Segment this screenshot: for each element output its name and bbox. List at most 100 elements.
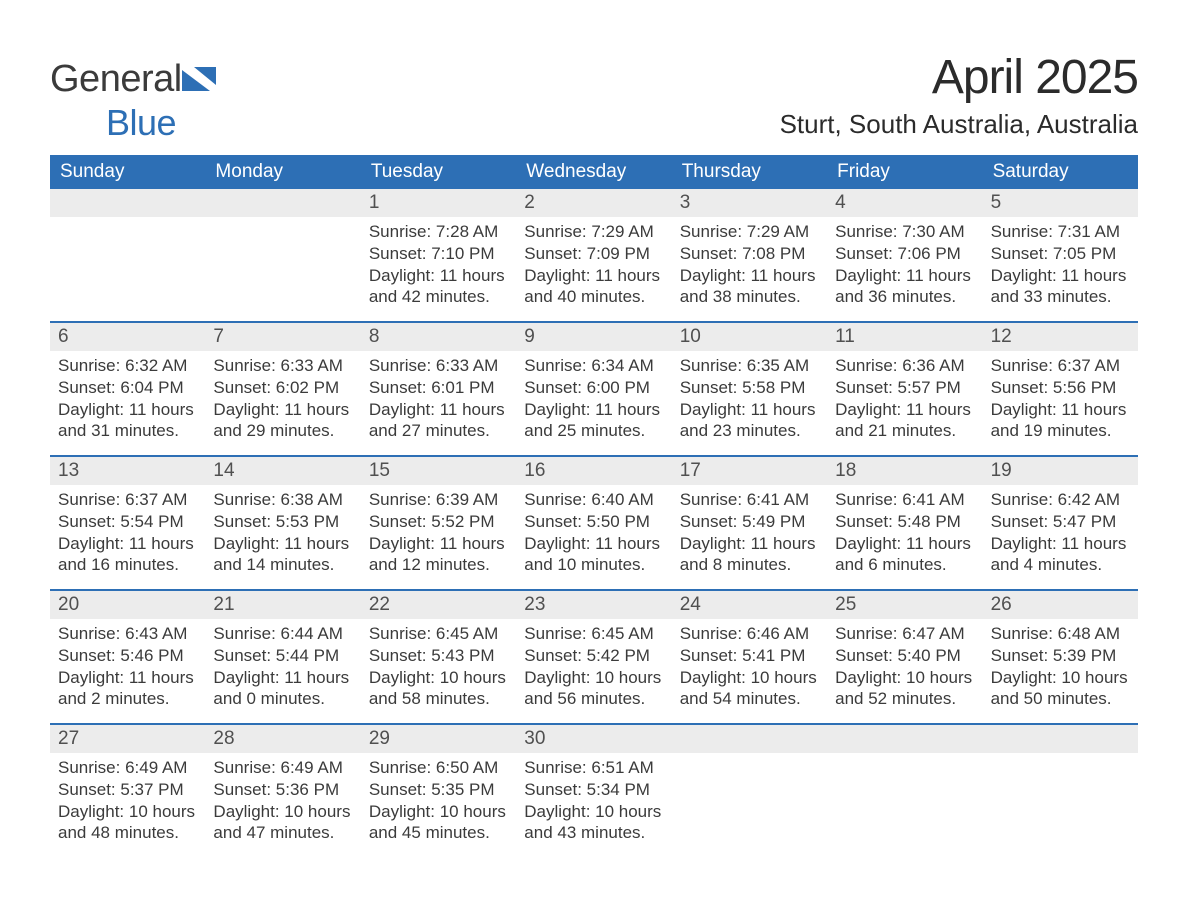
sunrise-text: Sunrise: 6:47 AM: [835, 623, 974, 645]
day-cell: 25Sunrise: 6:47 AMSunset: 5:40 PMDayligh…: [827, 591, 982, 723]
day-cell: 14Sunrise: 6:38 AMSunset: 5:53 PMDayligh…: [205, 457, 360, 589]
day-cell: 28Sunrise: 6:49 AMSunset: 5:36 PMDayligh…: [205, 725, 360, 857]
daylight-text: Daylight: 11 hours and 4 minutes.: [991, 533, 1130, 577]
daylight-text: Daylight: 10 hours and 45 minutes.: [369, 801, 508, 845]
day-number: 25: [827, 591, 982, 619]
day-cell: 29Sunrise: 6:50 AMSunset: 5:35 PMDayligh…: [361, 725, 516, 857]
sunrise-text: Sunrise: 6:41 AM: [835, 489, 974, 511]
sunset-text: Sunset: 6:00 PM: [524, 377, 663, 399]
day-cell: 8Sunrise: 6:33 AMSunset: 6:01 PMDaylight…: [361, 323, 516, 455]
day-number: 22: [361, 591, 516, 619]
daylight-text: Daylight: 11 hours and 6 minutes.: [835, 533, 974, 577]
day-number: 30: [516, 725, 671, 753]
day-cell: 11Sunrise: 6:36 AMSunset: 5:57 PMDayligh…: [827, 323, 982, 455]
sunrise-text: Sunrise: 7:30 AM: [835, 221, 974, 243]
day-body: Sunrise: 6:44 AMSunset: 5:44 PMDaylight:…: [205, 619, 360, 710]
sunrise-text: Sunrise: 6:46 AM: [680, 623, 819, 645]
day-body: Sunrise: 6:43 AMSunset: 5:46 PMDaylight:…: [50, 619, 205, 710]
day-body: Sunrise: 7:29 AMSunset: 7:08 PMDaylight:…: [672, 217, 827, 308]
daylight-text: Daylight: 11 hours and 21 minutes.: [835, 399, 974, 443]
day-number: 29: [361, 725, 516, 753]
day-number: 19: [983, 457, 1138, 485]
sunset-text: Sunset: 7:05 PM: [991, 243, 1130, 265]
calendar: SundayMondayTuesdayWednesdayThursdayFrid…: [50, 155, 1138, 857]
day-number: 23: [516, 591, 671, 619]
daylight-text: Daylight: 10 hours and 48 minutes.: [58, 801, 197, 845]
day-number: [672, 725, 827, 753]
daylight-text: Daylight: 11 hours and 29 minutes.: [213, 399, 352, 443]
sunrise-text: Sunrise: 6:43 AM: [58, 623, 197, 645]
sunset-text: Sunset: 5:50 PM: [524, 511, 663, 533]
sunset-text: Sunset: 5:56 PM: [991, 377, 1130, 399]
logo-text: General Blue: [50, 60, 216, 141]
daylight-text: Daylight: 11 hours and 25 minutes.: [524, 399, 663, 443]
weekday-header-cell: Thursday: [672, 155, 827, 189]
logo: General Blue: [50, 60, 216, 141]
day-body: Sunrise: 7:31 AMSunset: 7:05 PMDaylight:…: [983, 217, 1138, 308]
day-body: Sunrise: 6:32 AMSunset: 6:04 PMDaylight:…: [50, 351, 205, 442]
day-number: 27: [50, 725, 205, 753]
sunset-text: Sunset: 5:58 PM: [680, 377, 819, 399]
sunset-text: Sunset: 5:46 PM: [58, 645, 197, 667]
weeks-container: 1Sunrise: 7:28 AMSunset: 7:10 PMDaylight…: [50, 189, 1138, 857]
day-number: 1: [361, 189, 516, 217]
day-number: [50, 189, 205, 217]
daylight-text: Daylight: 11 hours and 2 minutes.: [58, 667, 197, 711]
daylight-text: Daylight: 10 hours and 43 minutes.: [524, 801, 663, 845]
sunrise-text: Sunrise: 6:51 AM: [524, 757, 663, 779]
sunset-text: Sunset: 6:01 PM: [369, 377, 508, 399]
daylight-text: Daylight: 11 hours and 38 minutes.: [680, 265, 819, 309]
day-number: [205, 189, 360, 217]
day-cell: 17Sunrise: 6:41 AMSunset: 5:49 PMDayligh…: [672, 457, 827, 589]
day-number: 26: [983, 591, 1138, 619]
day-body: Sunrise: 7:29 AMSunset: 7:09 PMDaylight:…: [516, 217, 671, 308]
daylight-text: Daylight: 11 hours and 33 minutes.: [991, 265, 1130, 309]
week-row: 27Sunrise: 6:49 AMSunset: 5:37 PMDayligh…: [50, 723, 1138, 857]
sunrise-text: Sunrise: 6:32 AM: [58, 355, 197, 377]
day-body: Sunrise: 6:35 AMSunset: 5:58 PMDaylight:…: [672, 351, 827, 442]
sunrise-text: Sunrise: 6:41 AM: [680, 489, 819, 511]
day-body: Sunrise: 7:30 AMSunset: 7:06 PMDaylight:…: [827, 217, 982, 308]
day-number: 16: [516, 457, 671, 485]
day-cell: 19Sunrise: 6:42 AMSunset: 5:47 PMDayligh…: [983, 457, 1138, 589]
day-number: [983, 725, 1138, 753]
day-number: 2: [516, 189, 671, 217]
day-number: 20: [50, 591, 205, 619]
weekday-header-cell: Monday: [205, 155, 360, 189]
daylight-text: Daylight: 11 hours and 8 minutes.: [680, 533, 819, 577]
sunrise-text: Sunrise: 7:31 AM: [991, 221, 1130, 243]
day-cell: 21Sunrise: 6:44 AMSunset: 5:44 PMDayligh…: [205, 591, 360, 723]
sunset-text: Sunset: 5:35 PM: [369, 779, 508, 801]
sunset-text: Sunset: 5:54 PM: [58, 511, 197, 533]
day-cell: 12Sunrise: 6:37 AMSunset: 5:56 PMDayligh…: [983, 323, 1138, 455]
daylight-text: Daylight: 11 hours and 31 minutes.: [58, 399, 197, 443]
day-cell: 6Sunrise: 6:32 AMSunset: 6:04 PMDaylight…: [50, 323, 205, 455]
day-cell: 4Sunrise: 7:30 AMSunset: 7:06 PMDaylight…: [827, 189, 982, 321]
sunrise-text: Sunrise: 7:28 AM: [369, 221, 508, 243]
day-number: 6: [50, 323, 205, 351]
sunset-text: Sunset: 6:02 PM: [213, 377, 352, 399]
sunrise-text: Sunrise: 6:34 AM: [524, 355, 663, 377]
daylight-text: Daylight: 10 hours and 58 minutes.: [369, 667, 508, 711]
day-cell: [983, 725, 1138, 857]
sunrise-text: Sunrise: 6:42 AM: [991, 489, 1130, 511]
day-body: Sunrise: 6:34 AMSunset: 6:00 PMDaylight:…: [516, 351, 671, 442]
sunrise-text: Sunrise: 6:45 AM: [524, 623, 663, 645]
daylight-text: Daylight: 11 hours and 16 minutes.: [58, 533, 197, 577]
daylight-text: Daylight: 10 hours and 52 minutes.: [835, 667, 974, 711]
day-cell: 13Sunrise: 6:37 AMSunset: 5:54 PMDayligh…: [50, 457, 205, 589]
day-body: Sunrise: 6:45 AMSunset: 5:43 PMDaylight:…: [361, 619, 516, 710]
day-body: Sunrise: 6:38 AMSunset: 5:53 PMDaylight:…: [205, 485, 360, 576]
daylight-text: Daylight: 11 hours and 27 minutes.: [369, 399, 508, 443]
week-row: 20Sunrise: 6:43 AMSunset: 5:46 PMDayligh…: [50, 589, 1138, 723]
sunset-text: Sunset: 5:41 PM: [680, 645, 819, 667]
day-body: Sunrise: 6:51 AMSunset: 5:34 PMDaylight:…: [516, 753, 671, 844]
day-cell: 26Sunrise: 6:48 AMSunset: 5:39 PMDayligh…: [983, 591, 1138, 723]
day-body: Sunrise: 6:33 AMSunset: 6:01 PMDaylight:…: [361, 351, 516, 442]
day-number: 24: [672, 591, 827, 619]
day-cell: 3Sunrise: 7:29 AMSunset: 7:08 PMDaylight…: [672, 189, 827, 321]
sunrise-text: Sunrise: 7:29 AM: [524, 221, 663, 243]
sunrise-text: Sunrise: 6:33 AM: [213, 355, 352, 377]
day-number: 15: [361, 457, 516, 485]
day-body: Sunrise: 6:37 AMSunset: 5:56 PMDaylight:…: [983, 351, 1138, 442]
